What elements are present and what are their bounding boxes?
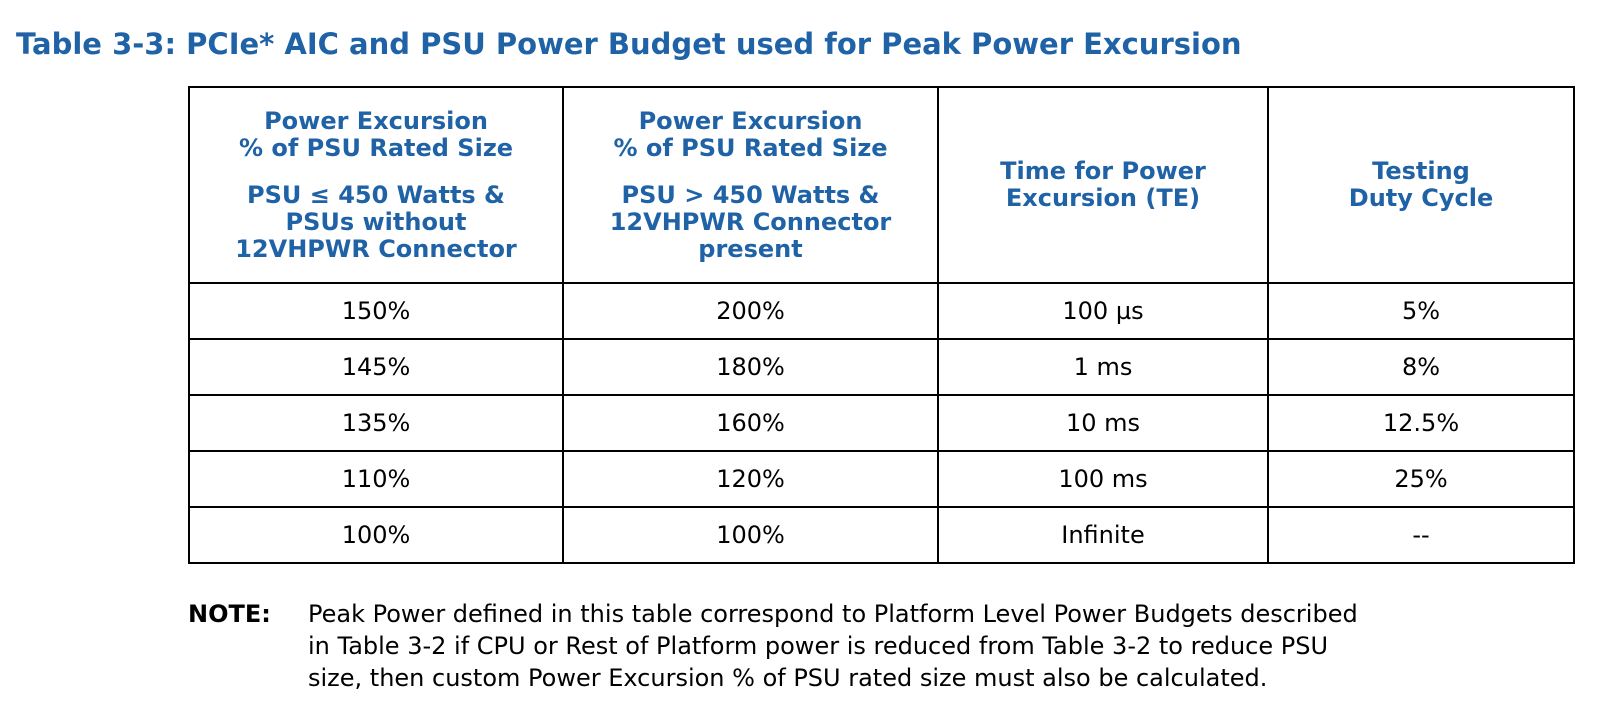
note-line: in Table 3-2 if CPU or Rest of Platform … — [308, 632, 1329, 660]
header-line: present — [698, 234, 803, 263]
table-cell: 160% — [562, 394, 939, 452]
table-row: 110% 120% 100 ms 25% — [188, 450, 1575, 508]
table-row: 135% 160% 10 ms 12.5% — [188, 394, 1575, 452]
table-cell: 200% — [562, 282, 939, 340]
header-line: Excursion (TE) — [1005, 184, 1201, 212]
table-cell: 10 ms — [937, 394, 1269, 452]
table-cell: 25% — [1267, 450, 1575, 508]
table-cell: 100% — [188, 506, 564, 564]
table-row: 145% 180% 1 ms 8% — [188, 338, 1575, 396]
table-cell: 100% — [562, 506, 939, 564]
header-duty-cycle: Testing Duty Cycle — [1267, 86, 1575, 284]
header-line: PSU ≤ 450 Watts & — [247, 180, 505, 209]
note-line: size, then custom Power Excursion % of P… — [308, 664, 1268, 692]
note-text: Peak Power defined in this table corresp… — [308, 598, 1568, 694]
header-line: Duty Cycle — [1348, 184, 1494, 212]
table-cell: Infinite — [937, 506, 1269, 564]
header-line: % of PSU Rated Size — [613, 133, 888, 162]
power-budget-table: Power Excursion % of PSU Rated Size PSU … — [188, 86, 1575, 564]
table-cell: 135% — [188, 394, 564, 452]
header-line: 12VHPWR Connector — [609, 207, 892, 236]
table-row: 100% 100% Infinite -- — [188, 506, 1575, 564]
header-psu-over-450: Power Excursion % of PSU Rated Size PSU … — [562, 86, 939, 284]
header-time-for-excursion: Time for Power Excursion (TE) — [937, 86, 1269, 284]
table-cell: 150% — [188, 282, 564, 340]
table-title: Table 3-3: PCIe* AIC and PSU Power Budge… — [16, 27, 1242, 61]
table-cell: 5% — [1267, 282, 1575, 340]
header-line: Power Excursion — [264, 106, 488, 135]
table-cell: 100 ms — [937, 450, 1269, 508]
table-cell: 145% — [188, 338, 564, 396]
header-line: Testing — [1372, 157, 1470, 185]
note-label: NOTE: — [188, 600, 271, 628]
table-cell: 110% — [188, 450, 564, 508]
table-cell: -- — [1267, 506, 1575, 564]
header-line: Power Excursion — [638, 106, 863, 135]
table-cell: 8% — [1267, 338, 1575, 396]
table-cell: 120% — [562, 450, 939, 508]
table-cell: 180% — [562, 338, 939, 396]
header-psu-under-450: Power Excursion % of PSU Rated Size PSU … — [188, 86, 564, 284]
table-cell: 1 ms — [937, 338, 1269, 396]
table-cell: 12.5% — [1267, 394, 1575, 452]
header-line: 12VHPWR Connector — [235, 234, 517, 263]
table-cell: 100 µs — [937, 282, 1269, 340]
table-header-row: Power Excursion % of PSU Rated Size PSU … — [188, 86, 1575, 284]
header-line: PSU > 450 Watts & — [621, 180, 880, 209]
header-line: % of PSU Rated Size — [238, 133, 514, 162]
note-line: Peak Power defined in this table corresp… — [308, 600, 1358, 628]
header-line: Time for Power — [1000, 157, 1206, 185]
table-row: 150% 200% 100 µs 5% — [188, 282, 1575, 340]
header-line: PSUs without — [285, 207, 467, 236]
